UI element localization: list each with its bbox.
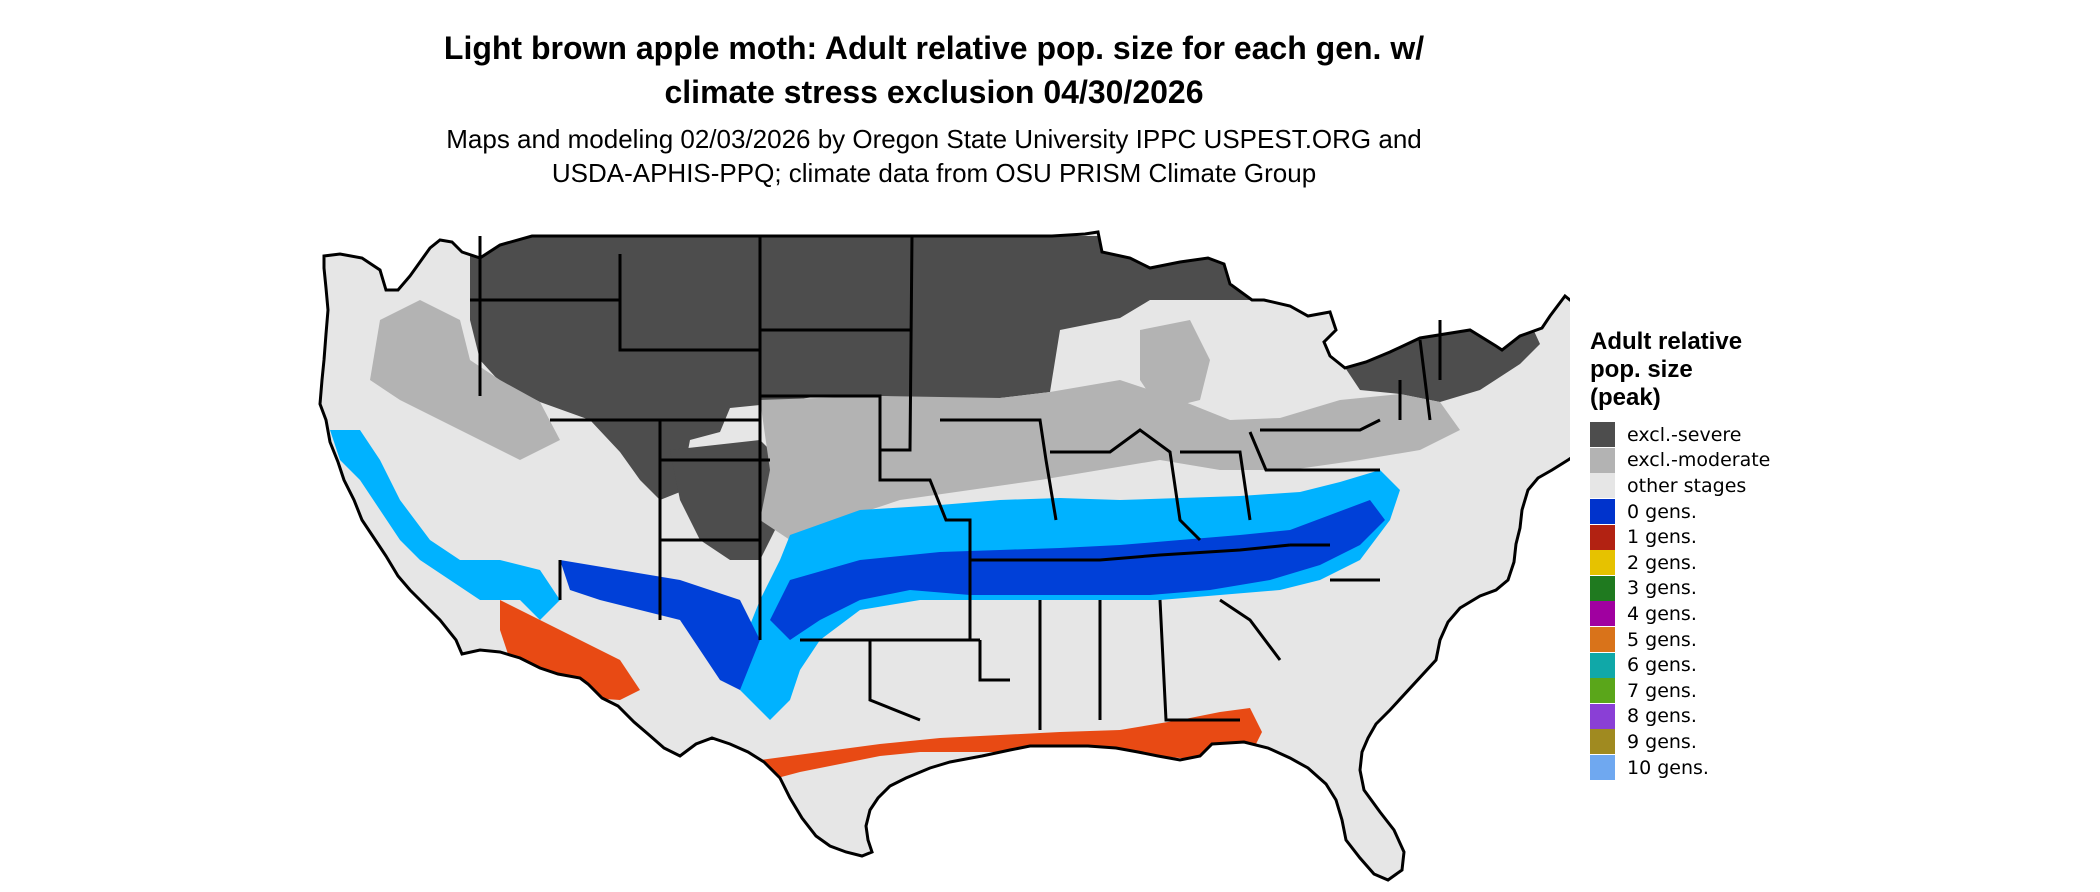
legend-label: 8 gens. — [1627, 705, 1697, 728]
legend-item: excl.-moderate — [1590, 447, 1850, 474]
map-fill-layer — [320, 232, 1570, 880]
legend-swatch — [1590, 627, 1615, 653]
map-title-line1: Light brown apple moth: Adult relative p… — [443, 30, 1425, 66]
legend-item: 6 gens. — [1590, 652, 1850, 678]
legend-item: 8 gens. — [1590, 703, 1850, 730]
legend-item: 0 gens. — [1590, 499, 1850, 525]
map-subtitle-line1: Maps and modeling 02/03/2026 by Oregon S… — [446, 124, 1422, 154]
legend-item: excl.-severe — [1590, 422, 1850, 448]
legend-label: 7 gens. — [1627, 679, 1697, 702]
legend-item: other stages — [1590, 473, 1850, 499]
excl-moderate-region-michigan — [1140, 320, 1210, 410]
zero-gens-dark-band — [770, 500, 1385, 640]
legend-item: 10 gens. — [1590, 755, 1850, 781]
legend-title-line3: (peak) — [1590, 384, 1661, 411]
excl-moderate-region-west — [370, 300, 560, 460]
legend: Adult relative pop. size (peak) excl.-se… — [1590, 328, 1850, 781]
map-subtitle: Maps and modeling 02/03/2026 by Oregon S… — [300, 122, 1568, 190]
legend-swatch — [1590, 575, 1615, 601]
one-gen-gulf-coast-region — [760, 708, 1262, 780]
legend-label: 3 gens. — [1627, 577, 1697, 600]
excl-moderate-region-plains — [760, 380, 1460, 540]
two-gens-south-florida-region — [1234, 840, 1266, 880]
legend-label: 2 gens. — [1627, 551, 1697, 574]
legend-label: 0 gens. — [1627, 500, 1697, 523]
legend-label: 1 gens. — [1627, 526, 1697, 549]
legend-item: 9 gens. — [1590, 729, 1850, 755]
legend-title-line2: pop. size — [1590, 356, 1693, 383]
legend-item: 7 gens. — [1590, 678, 1850, 704]
us-map — [318, 230, 1570, 882]
state-border-lines — [470, 235, 1442, 730]
excl-severe-region-northern-plains — [470, 236, 1250, 500]
legend-item: 3 gens. — [1590, 575, 1850, 602]
legend-label: 4 gens. — [1627, 602, 1697, 625]
legend-swatch — [1590, 703, 1615, 729]
legend-title: Adult relative pop. size (peak) — [1590, 328, 1850, 412]
legend-swatch — [1590, 755, 1615, 781]
legend-swatch — [1590, 729, 1615, 755]
state-boundaries — [318, 230, 1570, 882]
legend-item: 5 gens. — [1590, 627, 1850, 653]
legend-title-line1: Adult relative — [1590, 328, 1743, 355]
map-subtitle-line2: USDA-APHIS-PPQ; climate data from OSU PR… — [551, 158, 1317, 188]
legend-swatch — [1590, 678, 1615, 704]
legend-item: 2 gens. — [1590, 550, 1850, 576]
legend-item: 1 gens. — [1590, 524, 1850, 550]
legend-swatch — [1590, 524, 1615, 550]
legend-item: 4 gens. — [1590, 601, 1850, 627]
legend-swatch — [1590, 499, 1615, 525]
zero-gens-west-coast-band — [330, 430, 560, 620]
legend-swatch — [1590, 447, 1615, 473]
map-title-line2: climate stress exclusion 04/30/2026 — [664, 74, 1204, 110]
legend-swatch — [1590, 422, 1615, 448]
legend-swatch — [1590, 473, 1615, 499]
legend-label: 6 gens. — [1627, 654, 1697, 677]
legend-swatch — [1590, 601, 1615, 627]
zero-gens-southwest-band — [560, 560, 760, 690]
legend-items: excl.-severe excl.-moderate other stages 0 … — [1590, 422, 1850, 781]
map-title: Light brown apple moth: Adult relative p… — [300, 26, 1568, 114]
legend-swatch — [1590, 550, 1615, 576]
legend-label: 9 gens. — [1627, 730, 1697, 753]
legend-label: excl.-severe — [1627, 423, 1742, 446]
legend-label: other stages — [1627, 474, 1747, 497]
legend-swatch — [1590, 652, 1615, 678]
legend-label: excl.-moderate — [1627, 449, 1771, 472]
legend-label: 5 gens. — [1627, 628, 1697, 651]
legend-label: 10 gens. — [1627, 756, 1709, 779]
